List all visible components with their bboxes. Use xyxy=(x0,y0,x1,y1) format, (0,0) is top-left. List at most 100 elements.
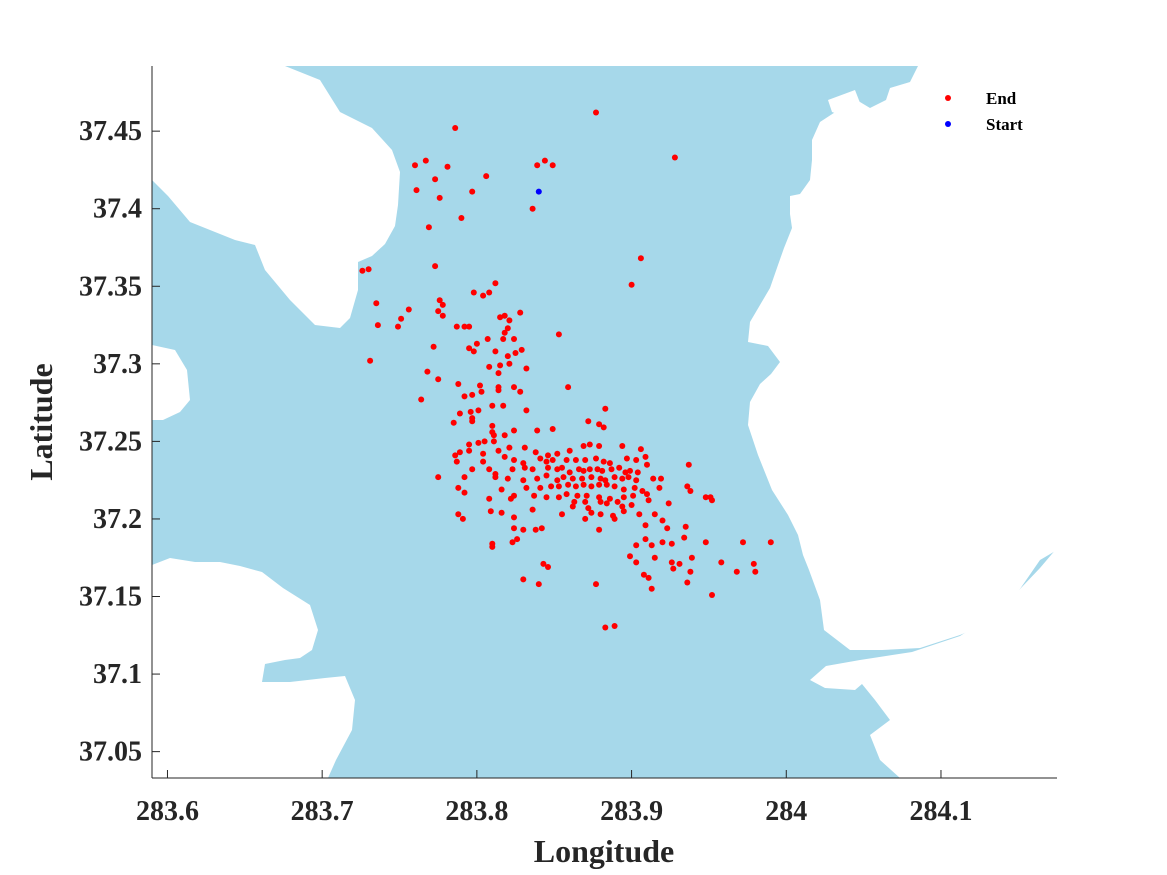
data-point-end xyxy=(606,460,613,467)
data-point-end xyxy=(633,477,640,484)
data-point-end xyxy=(469,418,476,425)
data-point-end xyxy=(455,381,462,387)
data-point-end xyxy=(637,255,644,262)
data-point-end xyxy=(600,424,607,431)
data-point-end xyxy=(600,458,607,465)
y-axis-ticks: 37.05 37.1 37.15 37.2 37.25 37.3 37.35 37.4 37.4… xyxy=(79,116,160,768)
data-point-end xyxy=(481,438,488,445)
data-point-end xyxy=(634,469,641,476)
data-point-end xyxy=(602,624,609,631)
data-point-end xyxy=(630,492,637,499)
data-point-end xyxy=(639,488,646,494)
data-point-end xyxy=(511,384,517,391)
land-southeast xyxy=(810,548,1057,778)
y-tick-label: 37.35 xyxy=(79,271,142,302)
data-point-end xyxy=(611,483,618,490)
legend-marker-start xyxy=(945,121,951,127)
land-west-middle xyxy=(152,345,190,420)
data-point-end xyxy=(473,340,480,347)
data-point-end xyxy=(548,483,555,490)
data-point-end xyxy=(520,576,527,583)
x-axis-label: Longitude xyxy=(534,833,674,869)
data-point-end xyxy=(583,492,590,499)
data-point-end xyxy=(487,508,494,515)
data-point-end xyxy=(620,508,627,515)
data-point-end xyxy=(517,309,524,316)
legend-label-end: End xyxy=(986,89,1017,108)
data-point-end xyxy=(659,539,666,546)
data-point-end xyxy=(480,450,487,457)
data-point-end xyxy=(532,449,539,456)
data-point-end xyxy=(555,331,562,338)
data-point-end xyxy=(545,464,551,471)
data-point-end xyxy=(452,125,459,131)
data-point-end xyxy=(594,466,601,473)
data-point-end xyxy=(520,526,527,533)
data-point-end xyxy=(529,205,536,212)
data-point-end xyxy=(681,534,688,541)
data-point-end xyxy=(566,447,573,454)
data-point-end xyxy=(518,346,525,353)
data-point-end xyxy=(596,481,603,488)
data-point-end xyxy=(750,560,757,567)
data-point-end xyxy=(560,474,567,481)
data-point-end xyxy=(521,464,528,471)
data-point-end xyxy=(709,592,715,598)
data-point-end xyxy=(593,455,599,462)
data-point-end xyxy=(511,336,517,342)
data-point-end xyxy=(631,484,638,491)
data-point-end xyxy=(506,444,513,451)
data-point-end xyxy=(664,525,671,532)
data-point-end xyxy=(495,447,502,454)
data-point-end xyxy=(529,506,536,513)
data-point-end xyxy=(620,486,627,493)
data-point-end xyxy=(637,446,644,453)
land-east-islet-north xyxy=(828,90,862,118)
data-point-end xyxy=(651,554,658,561)
data-point-end xyxy=(507,495,514,502)
data-point-end xyxy=(540,560,547,567)
data-point-end xyxy=(486,363,493,370)
data-point-end xyxy=(469,466,476,473)
data-point-end xyxy=(596,443,603,449)
data-point-end xyxy=(648,542,655,549)
data-point-end xyxy=(619,503,626,510)
data-point-end xyxy=(453,458,460,465)
data-point-end xyxy=(486,495,493,502)
data-point-end xyxy=(455,484,462,491)
data-point-end xyxy=(373,300,380,307)
data-point-end xyxy=(466,441,473,448)
data-point-end xyxy=(651,511,658,518)
data-point-end xyxy=(619,443,626,449)
data-point-end xyxy=(435,474,442,481)
data-point-end xyxy=(656,484,663,491)
data-point-end xyxy=(603,481,610,488)
data-point-end xyxy=(565,384,572,391)
data-point-end xyxy=(512,350,519,356)
data-point-end xyxy=(535,581,542,588)
data-point-end xyxy=(469,391,476,398)
data-point-end xyxy=(627,553,633,560)
x-axis-ticks: 283.6 283.7 283.8 283.9 284 284.1 xyxy=(136,770,972,827)
data-point-end xyxy=(453,323,460,330)
data-point-end xyxy=(466,345,473,352)
data-point-end xyxy=(767,539,774,546)
axes-frame xyxy=(151,66,1057,779)
data-point-end xyxy=(500,402,507,409)
data-point-end xyxy=(541,157,548,164)
data-point-end xyxy=(687,488,694,494)
data-point-end xyxy=(596,526,603,533)
data-point-end xyxy=(501,329,508,336)
data-point-end xyxy=(458,215,465,221)
data-point-end xyxy=(439,312,446,319)
data-point-end xyxy=(405,306,412,313)
data-point-start xyxy=(535,188,542,195)
data-point-end xyxy=(514,536,521,543)
data-point-end xyxy=(554,450,561,457)
data-point-end xyxy=(665,500,672,507)
data-point-end xyxy=(478,388,485,395)
data-point-end xyxy=(684,579,691,586)
data-point-end xyxy=(435,308,442,315)
data-point-end xyxy=(489,540,496,547)
